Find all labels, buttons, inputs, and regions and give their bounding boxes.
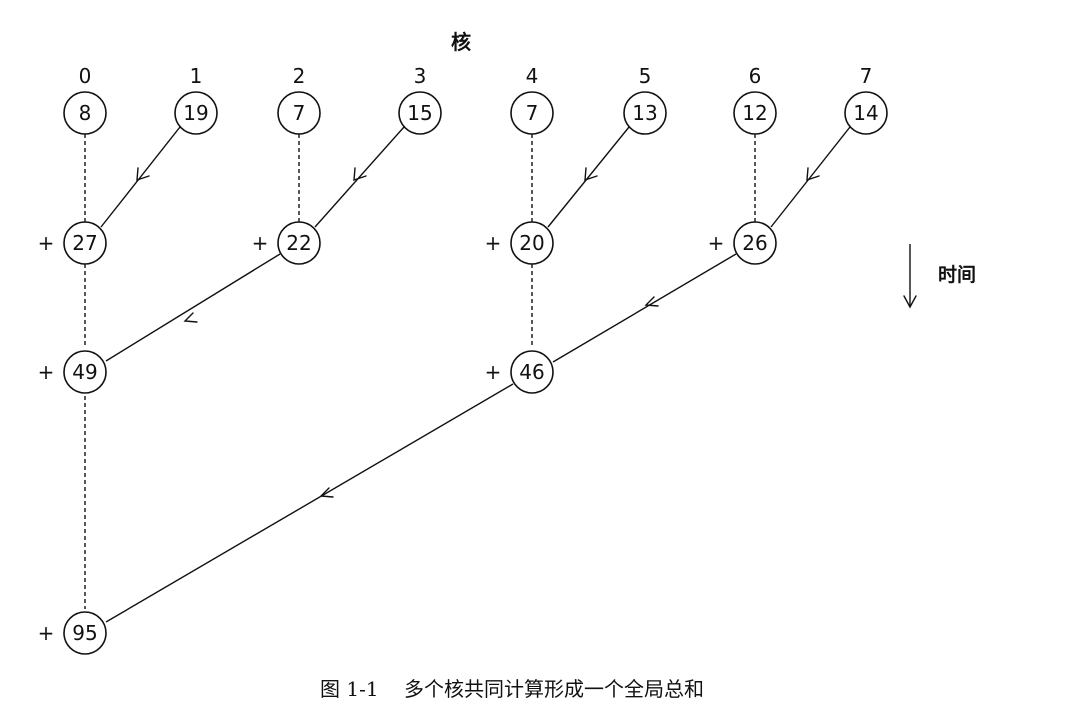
plus-sign: +	[38, 621, 55, 645]
down-arrow-icon	[903, 295, 917, 309]
node-core-4: 7	[510, 91, 554, 135]
node-value: 14	[853, 101, 878, 125]
core-label-7: 7	[860, 64, 873, 88]
arrow-icon	[584, 167, 598, 181]
transfer-22-to-27	[105, 253, 281, 362]
node-value: 12	[742, 101, 767, 125]
dashed-connectors	[84, 134, 756, 609]
node-value: 13	[632, 101, 657, 125]
plus-sign: +	[38, 231, 55, 255]
initial-nodes: 8 19 7 15 7 13 12 14	[63, 91, 888, 135]
plus-sign: +	[252, 231, 269, 255]
core-label-1: 1	[190, 64, 203, 88]
time-label: 时间	[938, 264, 976, 286]
final-sum-node: + 95	[38, 611, 107, 655]
sum-node-49: + 49	[38, 350, 107, 394]
core-index-labels: 0 1 2 3 4 5 6 7	[79, 64, 873, 88]
transfer-lines	[100, 126, 851, 623]
arrow-icon	[136, 167, 150, 181]
node-core-1: 19	[174, 91, 218, 135]
plus-sign: +	[485, 231, 502, 255]
core-label-0: 0	[79, 64, 92, 88]
node-value: 22	[286, 231, 311, 255]
arrow-icon	[183, 312, 198, 323]
node-value: 19	[183, 101, 208, 125]
cores-header: 核	[451, 30, 471, 54]
time-axis: 时间	[903, 244, 976, 309]
transfer-46-to-49	[105, 383, 514, 623]
transfer-26-to-20	[552, 253, 737, 363]
core-label-6: 6	[749, 64, 762, 88]
node-core-2: 7	[277, 91, 321, 135]
node-core-3: 15	[398, 91, 442, 135]
transfer-5-to-4	[547, 126, 630, 228]
level2-nodes: + 49 + 46	[38, 350, 554, 394]
arrow-icon	[319, 487, 334, 498]
transfer-7-to-6	[770, 126, 851, 228]
sum-node-26: + 26	[708, 221, 777, 265]
plus-sign: +	[38, 360, 55, 384]
sum-node-27: + 27	[38, 221, 107, 265]
node-value: 15	[407, 101, 432, 125]
node-value: 20	[519, 231, 544, 255]
node-value: 27	[72, 231, 97, 255]
node-value: 26	[742, 231, 767, 255]
transfer-3-to-2	[314, 126, 405, 228]
node-value: 7	[526, 101, 539, 125]
arrow-icon	[644, 296, 659, 307]
node-core-6: 12	[733, 91, 777, 135]
arrowheads	[136, 167, 820, 498]
node-value: 46	[519, 360, 544, 384]
node-core-5: 13	[623, 91, 667, 135]
node-value: 49	[72, 360, 97, 384]
core-label-2: 2	[293, 64, 306, 88]
level1-nodes: + 27 + 22 + 20 + 26	[38, 221, 777, 265]
node-core-0: 8	[63, 91, 107, 135]
transfer-1-to-0	[100, 126, 181, 228]
node-value: 8	[79, 101, 92, 125]
core-label-3: 3	[414, 64, 427, 88]
node-value: 95	[72, 621, 97, 645]
node-value: 7	[293, 101, 306, 125]
figure-caption: 图 1-1 多个核共同计算形成一个全局总和	[320, 677, 704, 701]
core-label-5: 5	[639, 64, 652, 88]
plus-sign: +	[708, 231, 725, 255]
sum-node-20: + 20	[485, 221, 554, 265]
core-label-4: 4	[526, 64, 539, 88]
plus-sign: +	[485, 360, 502, 384]
arrow-icon	[353, 167, 367, 181]
arrow-icon	[806, 167, 820, 181]
sum-node-46: + 46	[485, 350, 554, 394]
sum-node-22: + 22	[252, 221, 321, 265]
node-core-7: 14	[844, 91, 888, 135]
